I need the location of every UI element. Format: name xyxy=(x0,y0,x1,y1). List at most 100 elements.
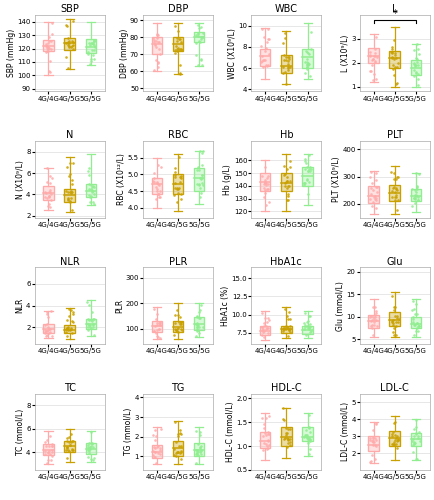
Point xyxy=(258,52,265,60)
Point xyxy=(410,296,417,304)
Point xyxy=(173,452,180,460)
Point xyxy=(65,326,72,334)
Point xyxy=(413,185,420,193)
Point xyxy=(89,440,96,448)
Point xyxy=(286,328,293,336)
Point xyxy=(393,175,400,183)
Point xyxy=(178,448,184,456)
Point xyxy=(153,44,160,52)
Point xyxy=(283,80,289,88)
Point xyxy=(85,164,92,172)
Point xyxy=(47,68,54,76)
Point xyxy=(152,42,159,50)
Point xyxy=(90,52,97,60)
Point xyxy=(44,456,51,464)
Point xyxy=(45,46,52,54)
Point xyxy=(46,192,53,200)
Point xyxy=(85,444,92,452)
Point xyxy=(392,431,399,439)
Point xyxy=(43,326,50,334)
Point xyxy=(91,54,98,62)
Point xyxy=(261,327,268,335)
Point xyxy=(372,56,378,64)
Point xyxy=(263,431,270,439)
Point xyxy=(307,436,314,444)
Point xyxy=(304,60,311,68)
Point xyxy=(198,32,205,40)
Point xyxy=(85,39,92,47)
Point xyxy=(150,451,157,459)
Point xyxy=(280,39,287,47)
Point xyxy=(305,411,312,419)
Point xyxy=(392,186,399,194)
Point xyxy=(192,332,199,340)
Point xyxy=(65,40,72,48)
Point xyxy=(150,453,157,461)
Point xyxy=(178,172,184,180)
Point xyxy=(416,436,423,444)
Bar xyxy=(194,317,204,330)
Point xyxy=(305,322,312,330)
Point xyxy=(303,65,310,73)
Point xyxy=(173,47,180,55)
Point xyxy=(265,50,272,58)
Point xyxy=(198,150,205,158)
Point xyxy=(173,34,180,42)
Point xyxy=(63,53,70,61)
Point xyxy=(260,333,267,341)
Point xyxy=(150,305,157,313)
Bar xyxy=(43,324,54,333)
Point xyxy=(198,442,205,450)
Point xyxy=(155,32,161,40)
Point xyxy=(89,323,96,331)
Point xyxy=(155,194,162,202)
Point xyxy=(368,324,375,332)
Point xyxy=(195,36,202,44)
Point xyxy=(303,63,310,71)
Point xyxy=(194,163,201,171)
Point xyxy=(366,434,373,442)
Point xyxy=(415,434,422,442)
Point xyxy=(366,52,373,60)
Point xyxy=(198,174,205,182)
Bar xyxy=(64,326,75,333)
Point xyxy=(177,62,184,70)
Point xyxy=(304,61,311,69)
Point xyxy=(197,38,204,46)
Point xyxy=(195,447,202,455)
Point xyxy=(283,56,289,64)
Point xyxy=(302,46,309,54)
Point xyxy=(300,326,307,334)
Point xyxy=(284,64,291,72)
Point xyxy=(369,186,376,194)
Point xyxy=(414,58,421,66)
Point xyxy=(265,440,272,448)
Bar xyxy=(411,317,421,328)
Point xyxy=(87,456,94,464)
Point xyxy=(260,32,267,40)
Point xyxy=(303,61,310,69)
Point xyxy=(412,327,419,335)
Point xyxy=(47,196,54,203)
Point xyxy=(63,187,70,195)
Point xyxy=(302,430,309,438)
Point xyxy=(391,436,398,444)
Point xyxy=(174,324,181,332)
Point xyxy=(394,434,401,442)
Point xyxy=(194,440,201,448)
Point xyxy=(302,309,309,317)
Bar xyxy=(411,432,421,446)
Point xyxy=(66,170,73,178)
Point xyxy=(370,436,377,444)
Point xyxy=(49,332,56,340)
Point xyxy=(197,300,204,308)
Point xyxy=(157,192,164,200)
Point xyxy=(63,324,70,332)
Point xyxy=(69,445,76,453)
Point xyxy=(283,322,289,330)
Title: WBC: WBC xyxy=(275,4,298,14)
Point xyxy=(175,310,182,318)
Point xyxy=(258,25,265,33)
Point xyxy=(265,26,272,34)
Point xyxy=(264,180,271,188)
